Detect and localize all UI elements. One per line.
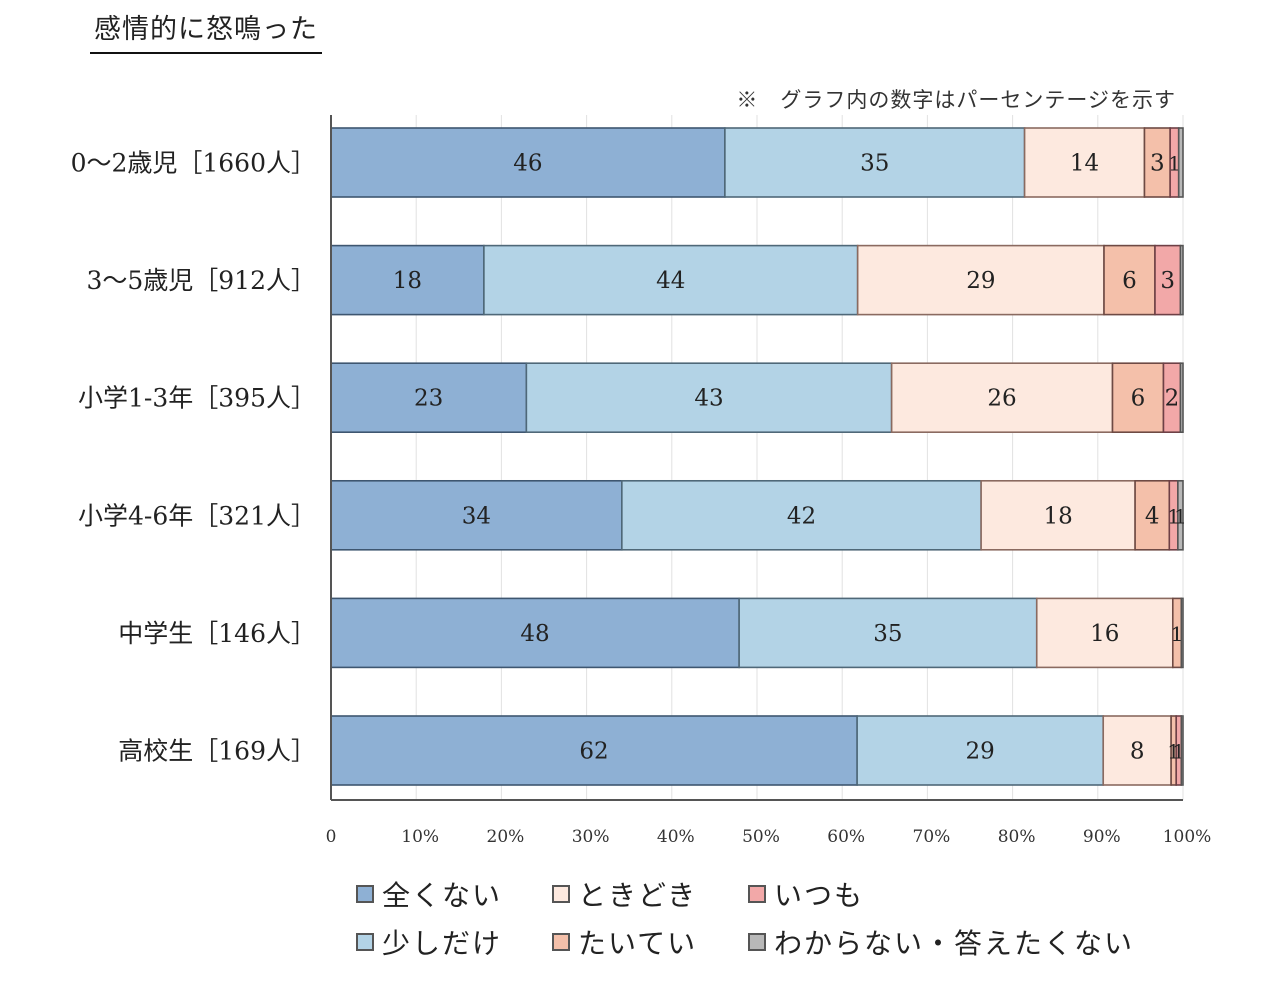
legend-item: いつも (748, 874, 1134, 914)
category-label: 高校生［169人］ (118, 737, 316, 766)
legend-label: 少しだけ (382, 927, 503, 960)
data-label: 18 (393, 268, 422, 294)
legend-item: たいてい (552, 922, 748, 962)
bar-segment (621, 479, 982, 551)
bar-segment (1143, 127, 1171, 198)
data-label: 4 (1145, 503, 1160, 529)
legend-item: 少しだけ (356, 922, 552, 962)
x-tick-label: 20% (487, 827, 525, 847)
x-tick-label: 10% (401, 827, 439, 847)
bar-segment (856, 244, 1105, 316)
data-label: 16 (1090, 621, 1119, 647)
data-label: 14 (1070, 151, 1099, 177)
x-tick-label: 70% (913, 827, 951, 847)
legend-item: わからない・答えたくない (748, 922, 1134, 962)
bar-segment (330, 244, 485, 316)
bar-segment (1111, 362, 1165, 434)
data-label: 34 (462, 503, 491, 529)
category-label: 3～5歳児［912人］ (86, 266, 316, 295)
bar-segment (1154, 244, 1182, 316)
legend-label: わからない・答えたくない (774, 927, 1135, 960)
data-label: 18 (1043, 503, 1072, 529)
chart-note: ※ グラフ内の数字はパーセンテージを示す (736, 88, 1176, 112)
data-label: 29 (966, 268, 995, 294)
data-label: 8 (1130, 739, 1145, 765)
data-label: 35 (873, 621, 902, 647)
legend-label: ときどき (578, 879, 698, 912)
data-label: 1 (1174, 504, 1187, 528)
data-label: 44 (656, 268, 685, 294)
bar-segment (330, 479, 623, 551)
axes (330, 115, 1183, 801)
legend-label: いつも (774, 879, 865, 912)
data-label: 6 (1122, 268, 1137, 294)
category-labels: 0～2歳児［1660人］ 3～5歳児［912人］ 小学1-3年［395人］ 小学4-6… (71, 149, 316, 766)
x-tick-label: 80% (998, 827, 1036, 847)
legend-label: 全くない (382, 879, 503, 912)
grid-lines (415, 115, 1184, 800)
data-label: 1 (1171, 622, 1184, 646)
legend-item: 全くない (356, 874, 552, 914)
bar-segment (330, 127, 726, 198)
data-label: 43 (694, 386, 723, 412)
legend: 全くない ときどき いつも 少しだけ たいてい わからない・答えたくない (356, 874, 1134, 962)
legend-item: ときどき (552, 874, 748, 914)
legend-label: たいてい (578, 927, 698, 960)
legend-swatch (748, 933, 766, 951)
bar-segment (890, 362, 1114, 434)
bar-segment (330, 362, 528, 434)
data-label: 42 (787, 503, 816, 529)
chart-title: 感情的に怒鳴った (90, 14, 322, 55)
data-label: 46 (513, 151, 542, 177)
x-tick-label: 100% (1163, 827, 1212, 847)
bar-segment (1023, 127, 1146, 198)
bar-segment (1102, 715, 1172, 786)
legend-swatch (552, 933, 570, 951)
bar-segment (1180, 597, 1184, 669)
bar-segment (1179, 362, 1184, 434)
bar-segment (1177, 127, 1184, 198)
x-tick-label: 60% (827, 827, 865, 847)
x-tick-label: 30% (572, 827, 610, 847)
category-label: 中学生［146人］ (118, 619, 316, 648)
bar-segment (856, 715, 1105, 786)
legend-swatch (748, 885, 766, 903)
legend-swatch (552, 885, 570, 903)
data-label: 29 (966, 739, 995, 765)
x-tick-label: 50% (742, 827, 780, 847)
category-label: 0～2歳児［1660人］ (71, 149, 316, 178)
data-label: 3 (1150, 151, 1165, 177)
data-label: 62 (579, 739, 608, 765)
category-label: 小学1-3年［395人］ (78, 384, 316, 413)
bar-segment (724, 127, 1026, 198)
data-label: 3 (1160, 268, 1175, 294)
data-label: 6 (1131, 386, 1146, 412)
bar-segment (1179, 244, 1184, 316)
x-tick-label: 0 (326, 827, 337, 847)
data-label: 48 (520, 621, 549, 647)
data-label: 26 (987, 386, 1016, 412)
data-label: 23 (414, 386, 443, 412)
legend-swatch (356, 933, 374, 951)
legend-swatch (356, 885, 374, 903)
data-label: 1 (1167, 504, 1180, 528)
category-label: 小学4-6年［321人］ (78, 501, 316, 530)
bar-segment (738, 597, 1038, 669)
bar-segment (525, 362, 893, 434)
data-label: 35 (860, 151, 889, 177)
data-label: 2 (1165, 386, 1180, 412)
bar-segment (330, 715, 858, 786)
x-tick-label: 40% (657, 827, 695, 847)
x-tick-label: 90% (1083, 827, 1121, 847)
bar-segment (1180, 715, 1184, 786)
bar-segment (1177, 479, 1184, 551)
x-tick-labels: 0 10% 20% 30% 40% 50% 60% 70% 80% 90% 100% (326, 827, 1212, 847)
data-label: 1 (1168, 152, 1181, 176)
bar-segment (980, 479, 1136, 551)
